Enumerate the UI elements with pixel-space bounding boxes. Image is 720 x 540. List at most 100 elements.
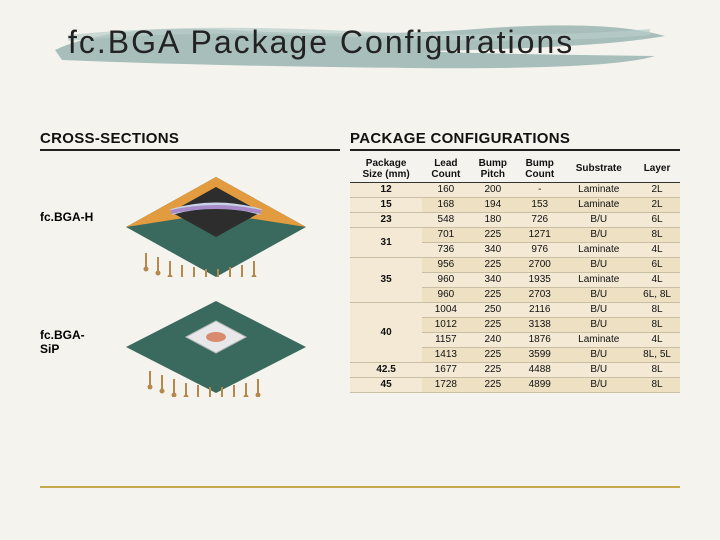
table-col-header: PackageSize (mm) [350,157,422,183]
table-cell: 6L [634,213,680,228]
table-row: 4517282254899B/U8L [350,378,680,393]
table-cell: Laminate [563,273,634,288]
table-cell: 8L, 5L [634,348,680,363]
table-cell: B/U [563,363,634,378]
table-cell: - [516,183,563,198]
table-cell: 225 [470,228,517,243]
table-cell: 726 [516,213,563,228]
table-cell: 194 [470,198,517,213]
table-cell: 225 [470,288,517,303]
cross-sections-heading: CROSS-SECTIONS [40,130,340,151]
table-cell: 8L [634,363,680,378]
page-title: fc.BGA Package Configurations [50,16,670,61]
table-cell: 8L [634,378,680,393]
table-cell: 340 [470,273,517,288]
table-cell: 225 [470,363,517,378]
table-cell: B/U [563,318,634,333]
table-cell: 250 [470,303,517,318]
table-cell: 200 [470,183,517,198]
table-cell: B/U [563,258,634,273]
table-cell: 1413 [422,348,469,363]
table-cell: 976 [516,243,563,258]
table-col-header: LeadCount [422,157,469,183]
table-row: 23548180726B/U6L [350,213,680,228]
table-cell: 956 [422,258,469,273]
table-row: 42.516772254488B/U8L [350,363,680,378]
table-cell-size: 15 [350,198,422,213]
table-cell: 4L [634,243,680,258]
package-config-column: PACKAGE CONFIGURATIONS PackageSize (mm)L… [350,130,680,407]
table-cell: 225 [470,378,517,393]
table-cell: 701 [422,228,469,243]
cross-sections-column: CROSS-SECTIONS fc.BGA-H [40,130,340,407]
table-cell: 4488 [516,363,563,378]
table-cell: 1728 [422,378,469,393]
table-cell-size: 45 [350,378,422,393]
table-cell: Laminate [563,198,634,213]
table-cell: B/U [563,213,634,228]
table-cell: B/U [563,288,634,303]
table-cell: 340 [470,243,517,258]
table-cell: 2116 [516,303,563,318]
table-cell: 2L [634,198,680,213]
package-config-heading: PACKAGE CONFIGURATIONS [350,130,680,151]
table-cell: Laminate [563,333,634,348]
cross-section-label: fc.BGA-H [40,210,100,224]
table-cell: 160 [422,183,469,198]
table-row: 4010042502116B/U8L [350,303,680,318]
table-cell: 1271 [516,228,563,243]
table-cell: 153 [516,198,563,213]
table-col-header: BumpCount [516,157,563,183]
table-row: 12160200-Laminate2L [350,183,680,198]
bottom-divider [40,486,680,488]
table-cell-size: 35 [350,258,422,303]
table-row: 317012251271B/U8L [350,228,680,243]
table-cell: 8L [634,228,680,243]
table-cell: Laminate [563,183,634,198]
table-cell: 1677 [422,363,469,378]
table-cell: B/U [563,378,634,393]
content-region: CROSS-SECTIONS fc.BGA-H [40,130,680,407]
table-cell-size: 42.5 [350,363,422,378]
table-header-row: PackageSize (mm)LeadCountBumpPitchBumpCo… [350,157,680,183]
table-cell: 225 [470,258,517,273]
table-cell: 3599 [516,348,563,363]
cross-section-label: fc.BGA-SiP [40,328,100,356]
table-cell: 1012 [422,318,469,333]
table-body: 12160200-Laminate2L15168194153Laminate2L… [350,183,680,393]
table-cell: 8L [634,318,680,333]
table-cell: 2L [634,183,680,198]
table-cell: 6L, 8L [634,288,680,303]
table-cell: B/U [563,348,634,363]
table-cell-size: 23 [350,213,422,228]
table-cell-size: 40 [350,303,422,363]
table-cell: B/U [563,303,634,318]
table-cell: Laminate [563,243,634,258]
title-region: fc.BGA Package Configurations [50,16,670,76]
table-cell: 736 [422,243,469,258]
table-cell: 548 [422,213,469,228]
table-cell: 225 [470,348,517,363]
table-cell: 1935 [516,273,563,288]
table-cell: B/U [563,228,634,243]
table-cell: 8L [634,303,680,318]
table-row: 359562252700B/U6L [350,258,680,273]
table-cell: 960 [422,273,469,288]
table-cell: 4L [634,273,680,288]
table-cell: 1004 [422,303,469,318]
table-cell: 1876 [516,333,563,348]
fcbga-h-icon [106,157,326,277]
table-row: 15168194153Laminate2L [350,198,680,213]
table-cell: 225 [470,318,517,333]
table-cell: 4899 [516,378,563,393]
fcbga-sip-icon [106,287,326,397]
table-cell: 6L [634,258,680,273]
table-cell: 4L [634,333,680,348]
table-cell: 168 [422,198,469,213]
package-config-table: PackageSize (mm)LeadCountBumpPitchBumpCo… [350,157,680,393]
table-col-header: Substrate [563,157,634,183]
table-cell: 2703 [516,288,563,303]
table-cell: 960 [422,288,469,303]
table-col-header: Layer [634,157,680,183]
table-col-header: BumpPitch [470,157,517,183]
